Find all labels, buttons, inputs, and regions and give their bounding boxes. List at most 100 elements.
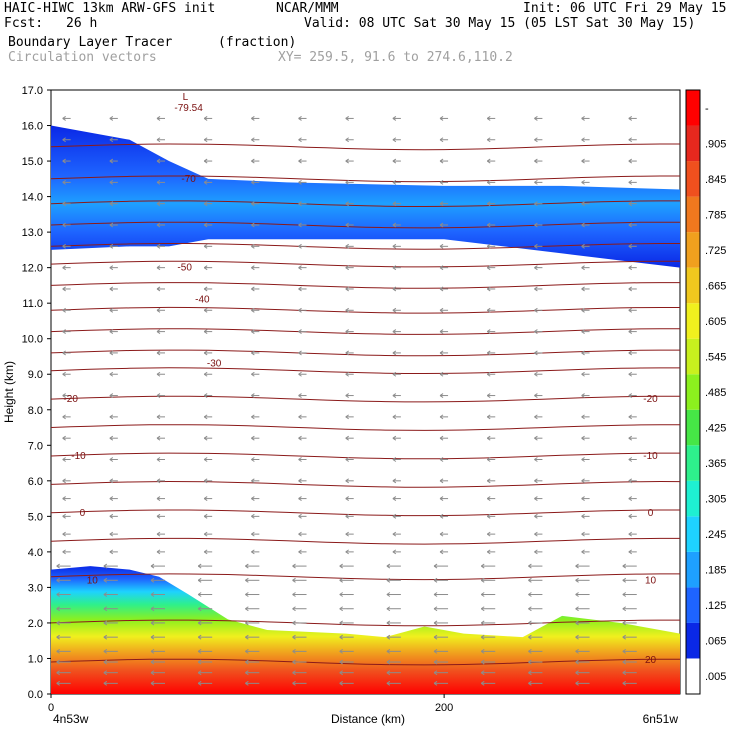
vector-arrow-head bbox=[103, 670, 108, 676]
vector-arrow-head bbox=[203, 116, 208, 121]
vector-arrow-head bbox=[628, 265, 633, 271]
vector-arrow-head bbox=[109, 265, 114, 271]
vector-arrow-head bbox=[622, 659, 627, 665]
vector-arrow-head bbox=[534, 549, 538, 555]
vector-arrow-head bbox=[197, 563, 202, 569]
vector-arrow-head bbox=[251, 265, 255, 271]
vector-arrow-head bbox=[581, 329, 585, 335]
vector-arrow-head bbox=[150, 648, 155, 654]
vector-arrow-head bbox=[628, 549, 633, 555]
vector-arrow-head bbox=[392, 435, 397, 441]
vector-arrow-head bbox=[386, 634, 391, 640]
vector-arrow-head bbox=[581, 549, 585, 555]
vector-arrow-head bbox=[203, 371, 208, 377]
init-time: Init: 06 UTC Fri 29 May 15 bbox=[523, 1, 727, 16]
vector-arrow-head bbox=[486, 137, 491, 143]
vector-arrow-head bbox=[345, 350, 349, 356]
vector-arrow-head bbox=[203, 414, 208, 420]
vector-arrow-head bbox=[251, 457, 255, 462]
colorbar-swatch bbox=[686, 338, 700, 375]
vector-arrow-head bbox=[581, 137, 585, 143]
vector-arrow-head bbox=[392, 329, 397, 335]
vector-arrow-head bbox=[534, 179, 538, 185]
vector-arrow-head bbox=[203, 158, 208, 164]
colorbar-label: .305 bbox=[705, 494, 726, 506]
temperature-contour-line bbox=[51, 452, 680, 460]
vector-arrow-head bbox=[245, 620, 249, 626]
vector-arrow-head bbox=[298, 549, 302, 555]
vector-arrow-head bbox=[339, 620, 343, 626]
vector-arrow-head bbox=[581, 478, 585, 484]
vector-arrow-head bbox=[581, 243, 585, 249]
vector-arrow-head bbox=[339, 577, 343, 583]
vector-arrow-head bbox=[480, 648, 485, 654]
vector-arrow-head bbox=[203, 478, 208, 484]
vector-arrow-head bbox=[203, 137, 208, 143]
colorbar-label: .845 bbox=[705, 174, 726, 186]
vector-arrow-head bbox=[339, 680, 343, 686]
vector-arrow-head bbox=[339, 670, 343, 676]
vector-arrow-head bbox=[528, 634, 532, 640]
vector-arrow-head bbox=[156, 307, 161, 313]
vector-arrow-head bbox=[109, 222, 114, 228]
vector-arrow-head bbox=[439, 513, 444, 519]
vector-arrow-head bbox=[197, 606, 202, 612]
vector-arrow-head bbox=[575, 606, 579, 612]
contour-label: -50 bbox=[177, 263, 192, 274]
vector-arrow-head bbox=[575, 680, 579, 686]
vector-arrow-head bbox=[433, 680, 438, 686]
vector-arrow-head bbox=[480, 563, 485, 569]
vector-arrow-head bbox=[581, 350, 585, 356]
upper-tracer-area bbox=[51, 125, 680, 268]
vector-arrow-head bbox=[581, 513, 585, 519]
vector-arrow-head bbox=[245, 592, 249, 597]
vector-arrow-head bbox=[581, 393, 585, 398]
model-title: HAIC-HIWC 13km ARW-GFS init bbox=[4, 1, 216, 16]
vector-arrow-head bbox=[581, 179, 585, 185]
temperature-contour-line bbox=[51, 282, 680, 289]
vector-arrow-head bbox=[203, 549, 208, 555]
vector-arrow-head bbox=[62, 243, 66, 249]
vector-arrow-head bbox=[581, 265, 585, 271]
vector-arrow-head bbox=[109, 243, 114, 249]
colorbar-swatch bbox=[686, 90, 700, 126]
vector-arrow-head bbox=[109, 414, 114, 420]
vector-arrow-head bbox=[628, 179, 633, 185]
vector-arrow-head bbox=[197, 592, 202, 597]
vector-arrow-head bbox=[622, 563, 627, 569]
vector-arrow-head bbox=[486, 513, 491, 519]
vector-arrow-head bbox=[292, 563, 296, 569]
vector-arrow-head bbox=[345, 116, 349, 121]
vector-arrow-head bbox=[156, 496, 161, 502]
vector-arrow-head bbox=[298, 531, 302, 537]
vector-arrow-head bbox=[534, 158, 538, 164]
vector-arrow-head bbox=[528, 563, 532, 569]
vector-arrow-head bbox=[480, 592, 485, 597]
vector-arrow-head bbox=[62, 457, 66, 462]
vector-arrow-head bbox=[203, 513, 208, 519]
colorbar-label: .425 bbox=[705, 423, 726, 435]
vector-arrow-head bbox=[575, 592, 579, 597]
colorbar-label: .905 bbox=[705, 138, 726, 150]
vector-arrow-head bbox=[581, 414, 585, 420]
vector-arrow-head bbox=[197, 620, 202, 626]
vector-arrow-head bbox=[534, 531, 538, 537]
vector-arrow-head bbox=[575, 620, 579, 626]
vector-arrow-head bbox=[439, 265, 444, 271]
vector-arrow-head bbox=[486, 116, 491, 121]
colorbar-swatch bbox=[686, 480, 700, 517]
colorbar-label: .365 bbox=[705, 458, 726, 470]
vector-arrow-head bbox=[203, 179, 208, 185]
vector-arrow-head bbox=[345, 179, 349, 185]
vector-arrow-head bbox=[251, 286, 255, 292]
vector-arrow-head bbox=[56, 606, 60, 612]
y-tick-label: 15.0 bbox=[22, 156, 43, 168]
vector-arrow-head bbox=[439, 435, 444, 441]
colorbar-swatch bbox=[686, 409, 700, 446]
temperature-contour-line bbox=[51, 221, 680, 229]
vector-arrow-head bbox=[62, 414, 66, 420]
vector-arrow-head bbox=[439, 137, 444, 143]
vector-arrow-head bbox=[622, 648, 627, 654]
colorbar-label: .065 bbox=[705, 636, 726, 648]
vector-arrow-head bbox=[251, 393, 255, 398]
